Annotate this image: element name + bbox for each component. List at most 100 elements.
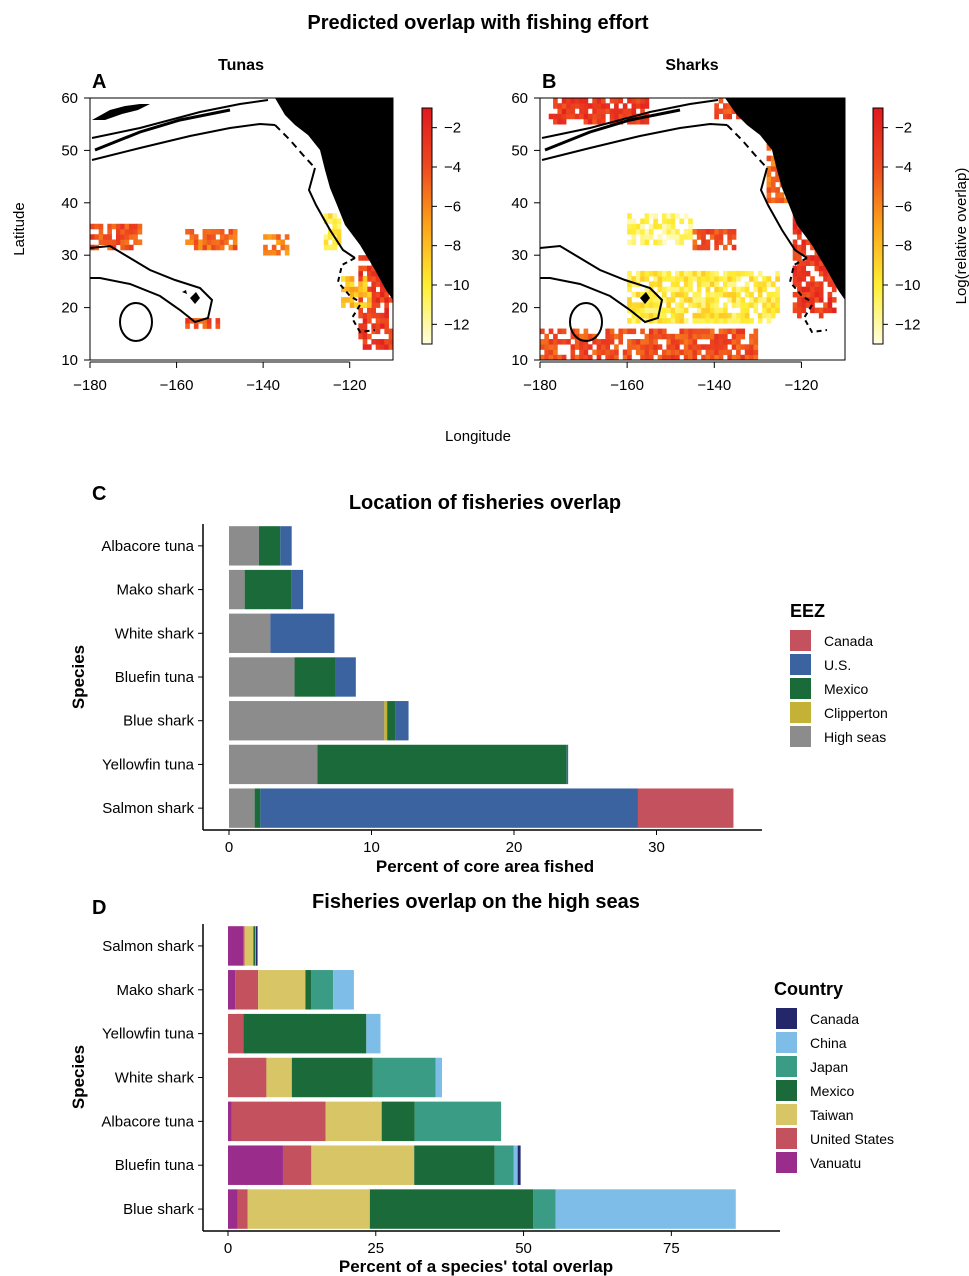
map-a-eez-alaska [91, 99, 269, 139]
overlap-cell [709, 349, 715, 356]
overlap-cell [670, 333, 676, 340]
overlap-cell [731, 297, 737, 303]
overlap-cell [579, 349, 584, 356]
overlap-cell [692, 339, 698, 345]
category-label: Salmon shark [102, 938, 194, 955]
overlap-cell [770, 181, 776, 188]
overlap-cell [666, 339, 672, 345]
map-b-north-america-land [725, 98, 845, 300]
overlap-cell [635, 344, 641, 350]
overlap-cell [670, 339, 676, 345]
legend-label: Canada [824, 633, 873, 649]
overlap-cell [666, 297, 672, 303]
overlap-cell [775, 302, 780, 308]
overlap-cell [557, 354, 563, 360]
overlap-cell [375, 291, 381, 298]
overlap-cell [362, 255, 368, 261]
legend-label: United States [810, 1131, 894, 1147]
map-b-eez-alaska [541, 99, 719, 139]
overlap-cell [384, 318, 389, 324]
bar-d-ylabel: Species [69, 1045, 88, 1109]
overlap-cell [801, 239, 807, 246]
overlap-cell [380, 297, 385, 303]
overlap-cell [627, 297, 632, 303]
overlap-cell [631, 234, 637, 240]
overlap-cell [601, 103, 606, 109]
overlap-cell [627, 281, 632, 287]
overlap-cell [670, 218, 676, 225]
overlap-cell [692, 276, 698, 282]
overlap-cell [570, 103, 576, 109]
overlap-cell [128, 234, 134, 240]
legend-swatch [790, 678, 811, 699]
panel-letter-a: A [92, 71, 106, 93]
overlap-cell [631, 307, 637, 314]
overlap-cell [718, 229, 724, 235]
colorbar-tick-label: −6 [895, 198, 912, 215]
overlap-cell [115, 234, 121, 240]
overlap-cell [120, 244, 125, 251]
overlap-cell [653, 213, 658, 219]
overlap-cell [723, 339, 728, 345]
overlap-cell [675, 333, 680, 340]
overlap-cell [666, 270, 672, 277]
overlap-cell [622, 349, 628, 356]
overlap-cell [683, 344, 689, 350]
bar-segment [435, 1057, 442, 1098]
overlap-cell [775, 270, 780, 277]
overlap-cell [631, 223, 637, 230]
overlap-cell [814, 286, 820, 293]
overlap-cell [345, 286, 351, 293]
overlap-cell [362, 281, 368, 287]
overlap-cell [692, 333, 698, 340]
overlap-cell [587, 354, 593, 360]
overlap-cell [666, 333, 672, 340]
overlap-cell [323, 239, 329, 246]
category-label: Yellowfin tuna [102, 1026, 195, 1043]
overlap-cell [696, 344, 702, 350]
overlap-cell [701, 307, 706, 314]
overlap-cell [670, 229, 676, 235]
overlap-cell [648, 354, 654, 360]
overlap-cell [736, 328, 741, 335]
overlap-cell [679, 234, 685, 240]
overlap-cell [102, 239, 108, 246]
overlap-cell [810, 281, 815, 287]
overlap-cell [358, 255, 363, 261]
y-tick-label: 10 [511, 352, 528, 369]
overlap-cell [354, 302, 359, 308]
overlap-cell [375, 281, 381, 287]
overlap-cell [731, 354, 737, 360]
overlap-cell [740, 354, 746, 360]
map-a-overlap-cells [90, 213, 393, 350]
overlap-cell [805, 281, 811, 287]
overlap-cell [727, 312, 733, 319]
overlap-cell [384, 297, 389, 303]
overlap-cell [770, 312, 776, 319]
overlap-cell [94, 234, 99, 240]
overlap-cell [133, 234, 138, 240]
overlap-cell [609, 328, 615, 335]
overlap-cell [736, 113, 741, 120]
legend-label: Taiwan [810, 1107, 854, 1123]
overlap-cell [670, 297, 676, 303]
overlap-cell [727, 108, 733, 115]
overlap-cell [627, 318, 632, 324]
overlap-cell [193, 244, 199, 251]
overlap-cell [718, 286, 724, 293]
legend-label: Mexico [810, 1083, 855, 1099]
overlap-cell [718, 98, 724, 104]
overlap-cell [367, 344, 372, 350]
overlap-cell [714, 349, 719, 356]
overlap-cell [579, 333, 584, 340]
overlap-cell [727, 281, 733, 287]
overlap-cell [362, 323, 368, 329]
overlap-cell [696, 286, 702, 293]
overlap-cell [640, 108, 645, 115]
overlap-cell [557, 108, 563, 115]
overlap-cell [792, 265, 798, 272]
overlap-cell [709, 229, 715, 235]
overlap-cell [644, 302, 650, 308]
bar-segment [258, 970, 306, 1010]
overlap-cell [362, 344, 368, 350]
